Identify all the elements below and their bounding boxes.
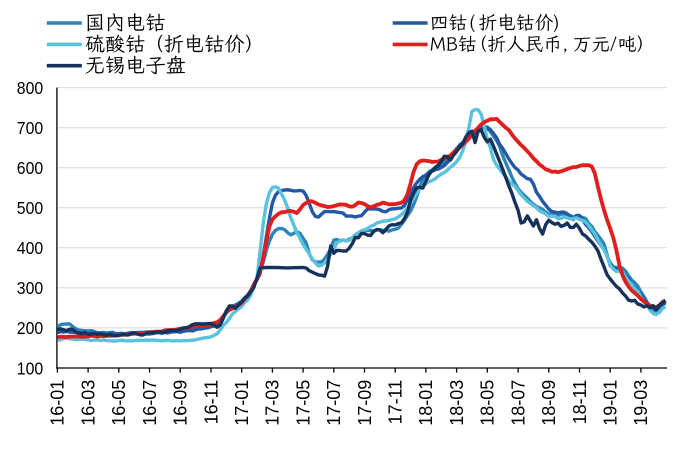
svg-text:17-01: 17-01 xyxy=(232,380,252,426)
svg-text:300: 300 xyxy=(17,278,43,298)
svg-text:17-05: 17-05 xyxy=(293,380,313,426)
svg-text:17-11: 17-11 xyxy=(386,380,406,425)
svg-text:16-03: 16-03 xyxy=(78,380,98,426)
svg-text:18-03: 18-03 xyxy=(447,380,467,426)
svg-text:400: 400 xyxy=(17,238,43,258)
svg-text:100: 100 xyxy=(17,358,43,378)
svg-text:16-05: 16-05 xyxy=(109,380,129,426)
svg-text:16-07: 16-07 xyxy=(140,380,160,426)
svg-text:700: 700 xyxy=(17,118,43,138)
svg-text:800: 800 xyxy=(17,78,43,98)
svg-text:17-07: 17-07 xyxy=(324,380,344,426)
svg-text:500: 500 xyxy=(17,198,43,218)
svg-text:600: 600 xyxy=(17,158,43,178)
svg-text:16-01: 16-01 xyxy=(48,380,68,426)
svg-text:18-05: 18-05 xyxy=(478,380,498,426)
svg-text:18-09: 18-09 xyxy=(539,380,559,426)
svg-text:16-11: 16-11 xyxy=(201,380,221,425)
svg-text:19-01: 19-01 xyxy=(601,380,621,426)
svg-text:17-09: 17-09 xyxy=(355,380,375,426)
svg-text:18-11: 18-11 xyxy=(570,380,590,425)
svg-text:16-09: 16-09 xyxy=(171,380,191,426)
svg-text:18-07: 18-07 xyxy=(508,380,528,426)
svg-text:19-03: 19-03 xyxy=(631,380,651,426)
svg-text:18-01: 18-01 xyxy=(416,380,436,426)
svg-text:17-03: 17-03 xyxy=(263,380,283,426)
svg-text:200: 200 xyxy=(17,318,43,338)
